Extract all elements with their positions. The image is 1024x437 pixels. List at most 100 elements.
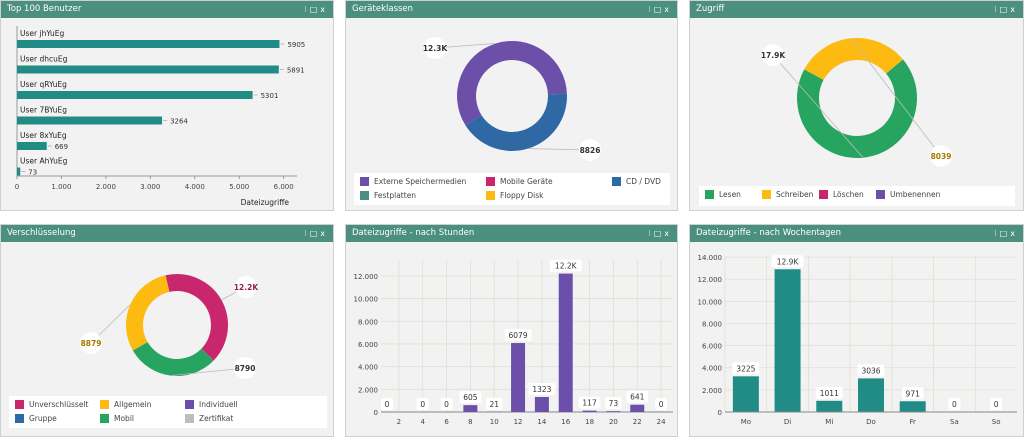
close-icon[interactable]: x (1010, 229, 1018, 238)
donut-slice (804, 38, 903, 80)
chart-device-classes: 12.3K 8826 (423, 37, 601, 161)
bar (463, 405, 478, 412)
legend-item[interactable]: Mobile Geräte (486, 177, 553, 186)
callout-bubble (579, 139, 601, 161)
legend-label: Individuell (199, 400, 238, 409)
panel-title: Geräteklassen (352, 4, 414, 14)
close-icon[interactable]: x (320, 229, 328, 238)
panel-access-by-hour: Dateizugriffe - nach Stunden ⁝□x 0 2.000 4.… (345, 224, 678, 437)
close-icon[interactable]: x (664, 5, 672, 14)
donut-slice (165, 274, 228, 361)
data-label-bg (655, 398, 668, 410)
legend-item[interactable]: Schreiben (762, 190, 813, 199)
legend-swatch (705, 190, 714, 199)
maximize-icon[interactable]: □ (999, 5, 1011, 14)
bar (899, 401, 926, 412)
panel-top-users: Top 100 Benutzer ⁝□x 0 1.000 2.000 3.000 4.00… (0, 0, 334, 211)
pin-icon[interactable]: ⁝ (994, 229, 1000, 238)
donut-slice (125, 275, 170, 351)
legend-item[interactable]: Allgemein (100, 400, 151, 409)
maximize-icon[interactable]: □ (309, 229, 321, 238)
close-icon[interactable]: x (664, 229, 672, 238)
x-tick-label: 1.000 (51, 183, 71, 191)
data-label-bg (380, 398, 393, 410)
legend-label: Löschen (833, 190, 864, 199)
data-label-bg (549, 259, 582, 272)
data-label: 971 (906, 389, 921, 398)
maximize-icon[interactable]: □ (999, 229, 1011, 238)
legend-item[interactable]: Mobil (100, 414, 134, 423)
x-tick-label: 16 (561, 418, 570, 426)
legend-item[interactable]: Gruppe (15, 414, 57, 423)
panel-title: Dateizugriffe - nach Stunden (352, 228, 475, 238)
callout-bubble (235, 276, 257, 298)
y-tick-label: 12.000 (354, 273, 379, 281)
data-label: 1323 (532, 385, 551, 394)
x-tick-label: 8 (468, 418, 472, 426)
legend-label: Floppy Disk (500, 191, 544, 200)
legend-item[interactable]: Individuell (185, 400, 238, 409)
bar (511, 343, 526, 412)
legend-item[interactable]: Löschen (819, 190, 864, 199)
x-tick-label: 4 (420, 418, 425, 426)
x-tick-label: Fr (910, 418, 917, 426)
bar-value-label: 73 (28, 169, 37, 177)
legend-label: Umbenennen (890, 190, 941, 199)
bar (630, 404, 645, 412)
legend-label: Festplatten (374, 191, 417, 200)
maximize-icon[interactable]: □ (653, 5, 665, 14)
legend-item[interactable]: Floppy Disk (486, 191, 543, 200)
legend-item[interactable]: CD / DVD (612, 177, 661, 186)
callout-bubble (930, 145, 952, 167)
bar (17, 167, 21, 176)
y-tick-label: 0 (718, 409, 722, 417)
panel-title: Zugriff (696, 4, 725, 14)
data-label-bg (626, 390, 649, 403)
bar (17, 142, 47, 150)
bar (17, 40, 280, 48)
close-icon[interactable]: x (320, 5, 328, 14)
legend: Lesen Schreiben Löschen Umbenennen (699, 186, 1015, 206)
x-tick-label: 14 (537, 418, 546, 426)
x-tick-label: Mi (825, 418, 833, 426)
y-tick-label: 14.000 (698, 254, 723, 262)
legend-item[interactable]: Festplatten (360, 191, 416, 200)
maximize-icon[interactable]: □ (309, 5, 321, 14)
callout-label: 17.9K (761, 51, 787, 60)
pin-icon[interactable]: ⁝ (648, 229, 654, 238)
x-tick-label: Sa (950, 418, 959, 426)
callout-label: 8039 (931, 152, 952, 161)
bar-value-label: 5905 (287, 41, 305, 49)
chart-top-users: 0 1.000 2.000 3.000 4.000 5.000 6.000 User jhYu… (15, 26, 305, 207)
legend-item[interactable]: Externe Speichermedien (360, 177, 466, 186)
x-tick-label: Do (866, 418, 876, 426)
data-label-bg (459, 391, 482, 404)
panel-encryption: Verschlüsselung ⁝□x 12.2K 8790 8879 Unversc… (0, 224, 334, 437)
x-tick-label: Mo (741, 418, 751, 426)
close-icon[interactable]: x (1010, 5, 1018, 14)
x-tick-label: 6 (444, 418, 449, 426)
data-label-bg (732, 362, 760, 375)
y-tick-label: 4.000 (358, 364, 378, 372)
x-tick-label: 0 (15, 183, 19, 191)
data-label-bg (440, 398, 453, 410)
maximize-icon[interactable]: □ (653, 229, 665, 238)
callout-label: 8879 (81, 339, 102, 348)
callout-label: 12.3K (423, 44, 449, 53)
data-label: 3225 (736, 364, 755, 373)
y-tick-label: 12.000 (698, 276, 723, 284)
panel-header: Verschlüsselung ⁝□x (1, 225, 333, 242)
pin-icon[interactable]: ⁝ (648, 5, 654, 14)
x-tick-label: 20 (609, 418, 618, 426)
panel-device-classes: Geräteklassen ⁝□x 12.3K 8826 Externe Speic… (345, 0, 678, 211)
pin-icon[interactable]: ⁝ (994, 5, 1000, 14)
legend-item[interactable]: Lesen (705, 190, 741, 199)
data-label-bg (486, 397, 503, 410)
pin-icon[interactable]: ⁝ (304, 5, 310, 14)
legend-item[interactable]: Umbenennen (876, 190, 940, 199)
legend-item[interactable]: Zertifikat (185, 414, 233, 423)
panel-header: Geräteklassen ⁝□x (346, 1, 677, 18)
pin-icon[interactable]: ⁝ (304, 229, 310, 238)
legend-item[interactable]: Unverschlüsselt (15, 400, 88, 409)
